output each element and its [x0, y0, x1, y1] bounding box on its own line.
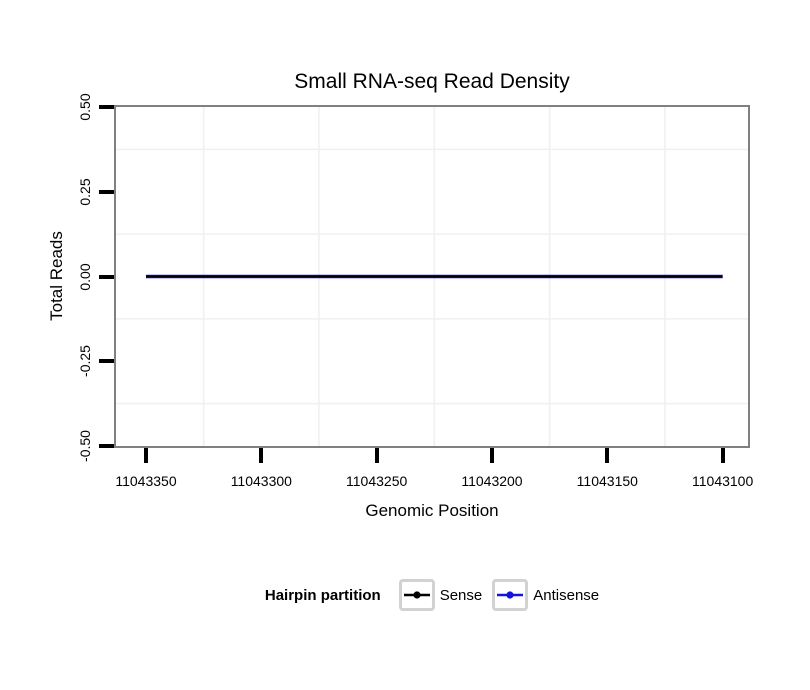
y-axis-tick-label: 0.00 [77, 262, 93, 291]
y-axis-tick-label: 0.50 [77, 93, 93, 121]
x-axis-tick-label: 11043250 [346, 473, 408, 489]
x-axis-tick [605, 448, 610, 463]
y-axis-tick [99, 444, 114, 448]
plot-area-canvas [116, 107, 748, 446]
legend-label-antisense: Antisense [533, 586, 600, 604]
y-axis-tick-label: -0.25 [77, 345, 93, 378]
legend-key-sense [398, 579, 435, 611]
x-axis-tick [489, 448, 494, 463]
x-axis-tick-label: 11043200 [461, 473, 523, 489]
x-axis-tick-label: 11043150 [576, 473, 638, 489]
legend-label-sense: Sense [439, 586, 483, 604]
legend-entry-sense: Sense [398, 579, 483, 611]
y-axis-tick [99, 189, 114, 194]
x-axis-tick-label: 11043300 [230, 473, 292, 489]
antisense-line-point-icon [497, 591, 524, 599]
legend: Hairpin partition Sense Antisense [114, 579, 750, 611]
x-axis-tick [259, 448, 264, 463]
x-axis-tick [143, 448, 148, 463]
legend-key-antisense [492, 579, 529, 611]
y-axis-tick [99, 359, 114, 364]
x-axis-tick [720, 448, 725, 463]
chart-title: Small RNA-seq Read Density [294, 70, 570, 93]
legend-entry-antisense: Antisense [492, 579, 599, 611]
sense-line-point-icon [403, 591, 430, 599]
x-axis-title: Genomic Position [365, 501, 499, 520]
y-axis-tick [99, 105, 114, 109]
y-axis-tick-label: 0.25 [77, 178, 93, 206]
x-axis-tick [374, 448, 379, 463]
y-axis-tick [99, 274, 114, 279]
y-axis-title: Total Reads [47, 231, 66, 321]
x-axis-tick-label: 11043100 [692, 473, 754, 489]
legend-title: Hairpin partition [264, 586, 381, 604]
y-axis-tick-label: -0.50 [77, 430, 93, 462]
x-axis-tick-label: 11043350 [115, 473, 177, 489]
